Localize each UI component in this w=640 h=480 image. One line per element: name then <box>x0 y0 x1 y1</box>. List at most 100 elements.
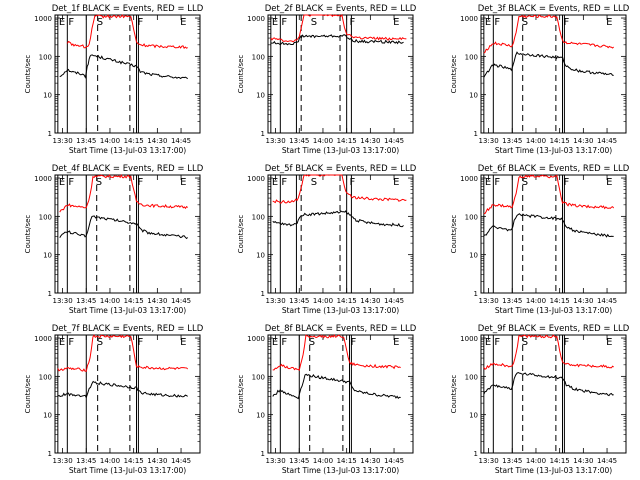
phase-marker-label: F <box>281 17 287 28</box>
x-tick-label: 13:45 <box>289 457 309 465</box>
x-tick-label: 13:45 <box>76 297 96 305</box>
y-tick-label: 10 <box>469 92 478 100</box>
plot-frame <box>480 14 627 134</box>
chart-panel-9: Det_9f BLACK = Events, RED = LLD 1 10 100 10… <box>450 324 630 475</box>
y-tick-label: 1000 <box>34 15 52 23</box>
y-tick-label: 1000 <box>247 15 265 23</box>
y-tick-label: 1 <box>48 450 52 458</box>
x-tick-label: 14:45 <box>384 137 404 145</box>
x-tick-label: 13:45 <box>502 137 522 145</box>
x-tick-label: 13:45 <box>502 457 522 465</box>
x-tick-label: 14:00 <box>100 297 120 305</box>
y-tick-label: 1000 <box>460 175 478 183</box>
phase-marker-label: E <box>393 177 399 188</box>
y-axis-label: Counts/sec <box>24 375 32 414</box>
x-tick-label: 14:00 <box>313 137 333 145</box>
phase-marker-label: E <box>606 177 612 188</box>
phase-marker-label: S <box>522 337 528 348</box>
y-tick-label: 100 <box>465 53 478 61</box>
phase-marker-label: F <box>68 17 74 28</box>
x-tick-label: 14:00 <box>526 297 546 305</box>
y-axis-label: Counts/sec <box>24 55 32 94</box>
phase-marker-label: E <box>485 177 491 188</box>
y-tick-label: 1 <box>261 130 265 138</box>
chart-title: Det_1f BLACK = Events, RED = LLD <box>52 4 204 14</box>
phase-marker-label: F <box>350 177 356 188</box>
x-tick-label: 14:15 <box>337 457 357 465</box>
events-series-line <box>483 51 614 78</box>
y-axis-label: Counts/sec <box>450 215 458 254</box>
phase-marker-label: S <box>309 337 315 348</box>
x-tick-label: 14:30 <box>573 457 593 465</box>
y-tick-label: 10 <box>469 412 478 420</box>
phase-marker-label: F <box>281 337 287 348</box>
x-tick-label: 14:15 <box>337 137 357 145</box>
lld-series-line <box>483 174 615 215</box>
y-tick-label: 1 <box>474 450 478 458</box>
phase-marker-label: E <box>272 17 278 28</box>
chart-panel-3: Det_3f BLACK = Events, RED = LLD 1 10 100 10… <box>450 4 630 155</box>
x-tick-label: 13:45 <box>289 137 309 145</box>
phase-marker-label: F <box>138 177 144 188</box>
chart-title: Det_5f BLACK = Events, RED = LLD <box>265 164 417 174</box>
x-tick-label: 14:45 <box>171 137 191 145</box>
chart-title: Det_9f BLACK = Events, RED = LLD <box>478 324 630 334</box>
events-series-line <box>272 373 401 400</box>
x-tick-label: 14:15 <box>550 137 570 145</box>
chart-title: Det_2f BLACK = Events, RED = LLD <box>265 4 417 14</box>
phase-marker-label: S <box>97 17 103 28</box>
x-tick-label: 14:00 <box>313 457 333 465</box>
phase-marker-label: E <box>272 177 278 188</box>
x-tick-label: 14:45 <box>597 137 617 145</box>
y-tick-label: 10 <box>43 412 52 420</box>
x-tick-label: 14:00 <box>100 457 120 465</box>
chart-panel-7: Det_7f BLACK = Events, RED = LLD 1 10 100 10… <box>24 324 204 475</box>
phase-marker-label: E <box>606 337 612 348</box>
y-tick-label: 1 <box>48 130 52 138</box>
x-tick-label: 14:15 <box>124 137 144 145</box>
y-tick-label: 100 <box>39 53 52 61</box>
x-tick-label: 14:15 <box>550 297 570 305</box>
chart-panel-5: Det_5f BLACK = Events, RED = LLD 1 10 100 10… <box>237 164 417 315</box>
phase-marker-label: S <box>311 17 317 28</box>
x-tick-label: 13:45 <box>289 297 309 305</box>
lld-series-line <box>483 14 615 54</box>
y-axis-label: Counts/sec <box>237 215 245 254</box>
phase-marker-label: E <box>485 17 491 28</box>
phase-marker-label: S <box>96 177 102 188</box>
x-tick-label: 13:30 <box>265 457 285 465</box>
chart-panel-6: Det_6f BLACK = Events, RED = LLD 1 10 100 10… <box>450 164 630 315</box>
events-series-line <box>59 215 188 240</box>
phase-marker-label: S <box>97 337 103 348</box>
y-tick-label: 100 <box>465 373 478 381</box>
y-tick-label: 1 <box>474 130 478 138</box>
lld-series-line <box>66 14 188 49</box>
y-axis-label: Counts/sec <box>237 375 245 414</box>
y-tick-label: 100 <box>465 213 478 221</box>
lld-series-line <box>270 13 407 43</box>
events-series-line <box>272 210 404 228</box>
phase-marker-label: E <box>393 337 399 348</box>
phase-marker-label: S <box>522 177 528 188</box>
chart-title: Det_8f BLACK = Events, RED = LLD <box>265 324 417 334</box>
x-tick-label: 14:45 <box>384 457 404 465</box>
x-tick-label: 14:15 <box>124 297 144 305</box>
x-tick-label: 14:30 <box>147 297 167 305</box>
phase-marker-label: F <box>351 337 357 348</box>
x-axis-label: Start Time (13-Jul-03 13:17:00) <box>69 466 186 475</box>
phase-marker-label: E <box>180 17 186 28</box>
y-tick-label: 1 <box>261 450 265 458</box>
y-tick-label: 10 <box>43 92 52 100</box>
x-axis-label: Start Time (13-Jul-03 13:17:00) <box>495 306 612 315</box>
x-tick-label: 13:30 <box>52 297 72 305</box>
phase-marker-label: F <box>68 337 74 348</box>
chart-title: Det_7f BLACK = Events, RED = LLD <box>52 324 204 334</box>
y-axis-label: Counts/sec <box>237 55 245 94</box>
x-tick-label: 14:45 <box>384 297 404 305</box>
y-axis-label: Counts/sec <box>24 215 32 254</box>
y-tick-label: 100 <box>252 373 265 381</box>
events-series-line <box>483 371 614 397</box>
phase-marker-label: F <box>494 177 500 188</box>
chart-panel-4: Det_4f BLACK = Events, RED = LLD 1 10 100 10… <box>24 164 204 315</box>
x-tick-label: 13:30 <box>52 137 72 145</box>
